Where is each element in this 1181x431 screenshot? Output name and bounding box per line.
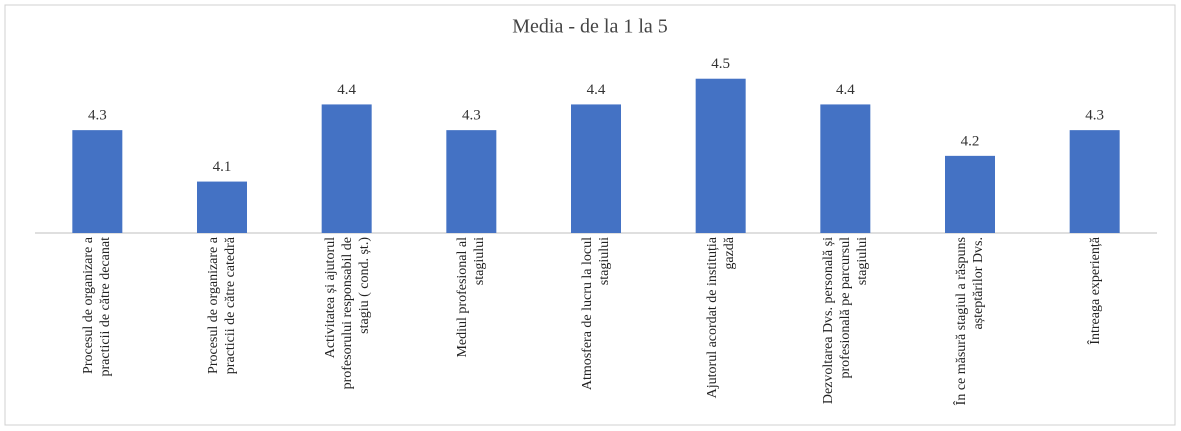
- value-label: 4.3: [462, 108, 481, 124]
- x-tick-label: Mediul profesional al stagiului: [455, 237, 488, 358]
- x-tick-label: Ajutorul acordat de instituția gazdă: [704, 237, 737, 399]
- value-label: 4.3: [88, 108, 107, 124]
- bar: [695, 78, 746, 233]
- x-tick-label: Procesul de organizare a practicii de că…: [206, 237, 238, 375]
- bar: [571, 104, 621, 233]
- value-label: 4.5: [711, 56, 730, 72]
- value-label: 4.1: [213, 159, 232, 175]
- chart-border: [4, 4, 1176, 426]
- x-tick-label: Procesul de organizare a practicii de că…: [81, 237, 114, 377]
- x-tick-label: Atmosfera de lucru la locul stagiului: [580, 237, 612, 391]
- chart-title: Media - de la 1 la 5: [512, 16, 668, 38]
- x-tick-label: Întreaga experiență: [1087, 237, 1103, 345]
- x-tick-label: Dezvoltarea Dvs. personală și profesiona…: [820, 237, 870, 405]
- bar: [321, 104, 372, 233]
- x-tick-label: Activitatea și ajutorul profesorului res…: [322, 237, 372, 390]
- x-tick-label: În ce măsură stagiul a răspuns așteptări…: [954, 237, 986, 406]
- bar: [820, 104, 871, 233]
- bar: [1069, 130, 1120, 233]
- value-label: 4.4: [587, 82, 606, 98]
- bar: [197, 181, 247, 233]
- value-label: 4.2: [961, 133, 980, 149]
- value-label: 4.4: [836, 82, 855, 98]
- bar: [446, 130, 497, 233]
- value-label: 4.4: [337, 82, 356, 98]
- bar: [72, 130, 123, 233]
- value-label: 4.3: [1085, 108, 1104, 124]
- bar: [945, 155, 995, 233]
